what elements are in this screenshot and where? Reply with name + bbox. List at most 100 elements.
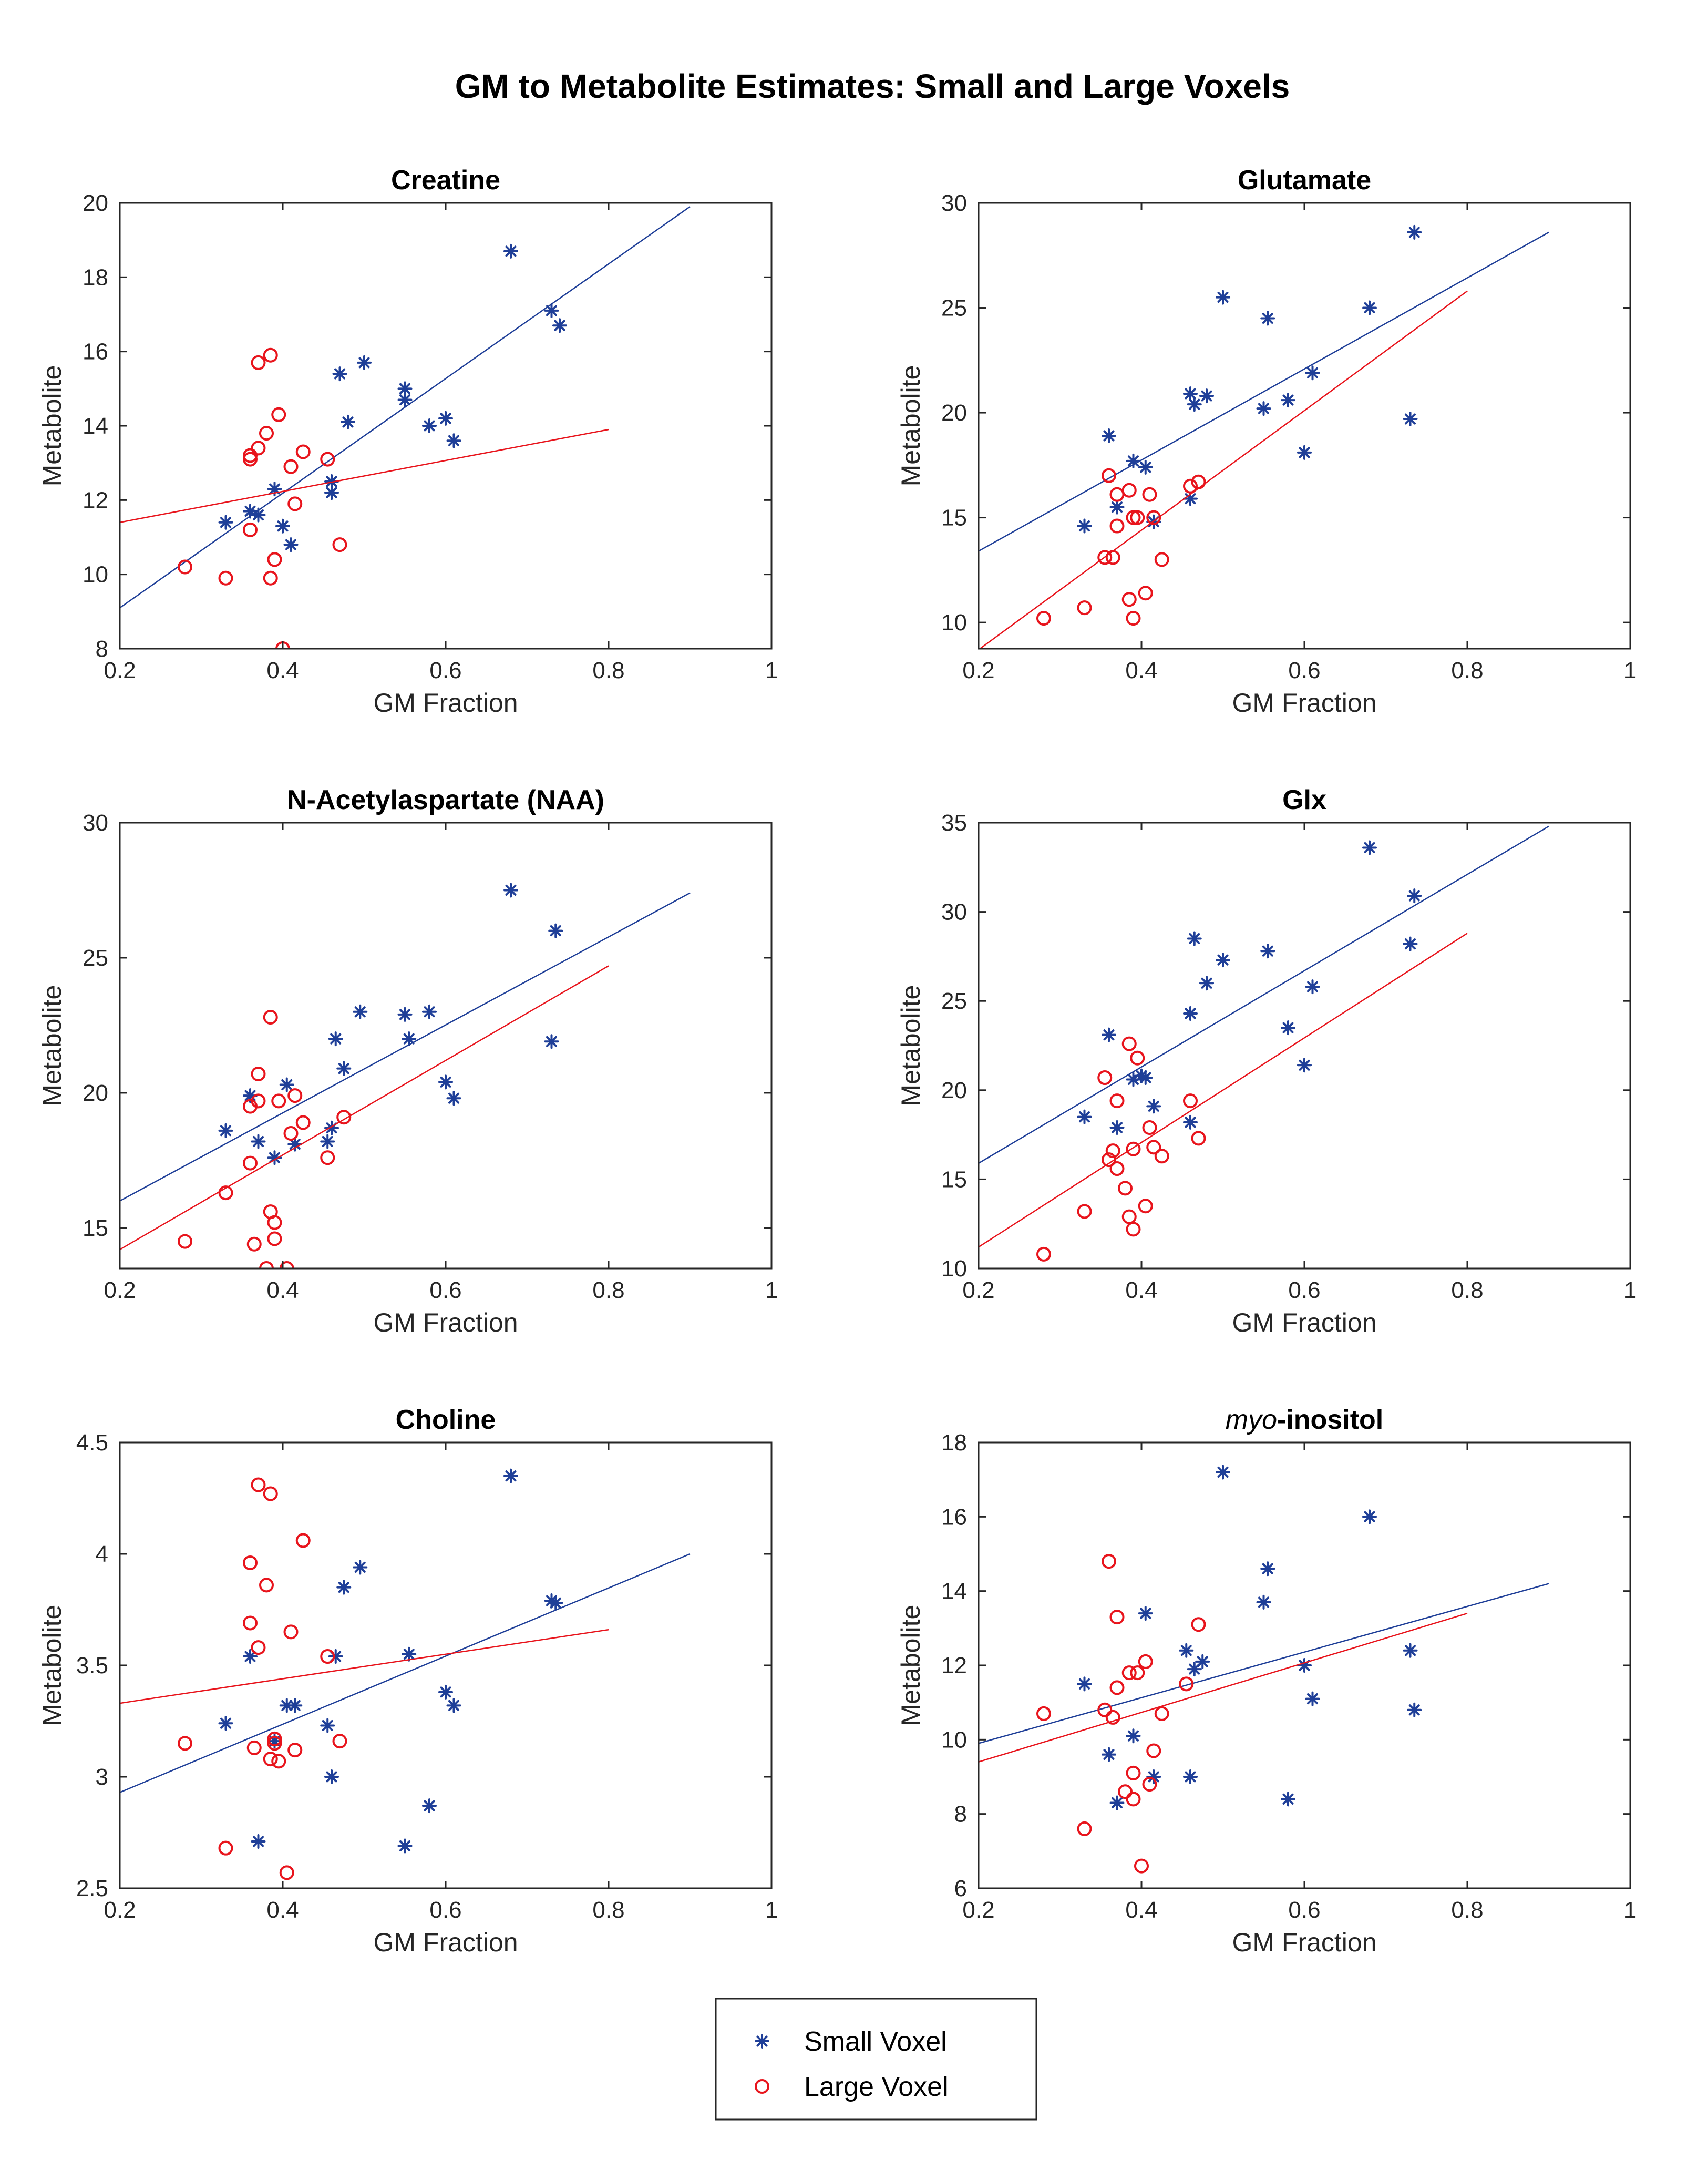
axes-title: Glutamate [1238,165,1371,196]
data-point-small-voxel [1281,1792,1295,1807]
data-point-small-voxel-stroke [546,305,557,316]
data-point-large-voxel [1183,478,1198,494]
data-point-large-voxel [1191,474,1206,489]
data-point-small-voxel [1146,1769,1161,1784]
data-point-large-voxel [1130,1050,1145,1066]
axes-title: Glx [1282,785,1326,815]
data-point-small-voxel-stroke [1262,312,1273,324]
data-point-large-voxel [178,1736,192,1751]
y-tick-label: 3 [96,1764,108,1790]
subplot-2: Glutamate 0.2 0.4 0.6 0.8 1 10 15 20 25 30 GM Fract… [896,165,1637,718]
data-point-large-voxel [1191,1617,1206,1632]
data-point-small-voxel [1362,1509,1377,1524]
data-point-small-voxel-stroke [1103,1749,1115,1760]
data-point-large-voxel [263,347,278,363]
data-point-large-voxel [1142,487,1157,502]
data-point-large-voxel [1121,1665,1137,1681]
x-tick-label: 0.4 [1125,1897,1157,1923]
data-point-small-voxel-stroke [1197,1656,1208,1667]
data-point-small-voxel [1199,976,1214,991]
x-tick-label: 0.6 [429,1897,461,1923]
axes-title-italic: myo [1226,1405,1277,1435]
data-point-large-voxel [279,1261,294,1268]
data-point-small-voxel-stroke [1217,954,1229,966]
x-tick-label: 0.6 [429,658,461,683]
data-point-large-voxel [259,1261,274,1268]
data-point-small-voxel-stroke [1364,1511,1375,1522]
data-point-small-voxel [438,1684,453,1700]
data-point-large-voxel [283,1624,299,1640]
fit-line-small-voxel [120,1553,691,1793]
fit-line-large-voxel [120,1629,609,1704]
data-point-large-voxel [267,552,282,567]
data-point-large-voxel [1138,1654,1153,1669]
data-point-large-voxel [178,559,192,575]
data-point-small-voxel [1077,518,1092,534]
y-tick-label: 15 [83,1215,108,1241]
data-point-large-voxel [1183,1093,1198,1109]
data-point-small-voxel [1187,1662,1202,1677]
y-tick-label: 6 [954,1876,967,1901]
data-point-large-voxel [251,1093,266,1109]
data-point-small-voxel [1407,1702,1422,1717]
y-tick-label: 20 [83,1080,108,1106]
data-point-small-voxel-stroke [1185,493,1196,505]
x-tick-label: 0.2 [104,1897,136,1923]
data-point-large-voxel [1154,1149,1169,1164]
data-point-large-voxel [246,1740,262,1755]
data-point-small-voxel [548,1595,563,1611]
data-point-large-voxel [295,444,311,459]
fit-line-large-voxel [979,933,1468,1248]
data-point-small-voxel-stroke [424,1800,435,1811]
data-point-small-voxel-stroke [554,320,565,331]
data-point-large-voxel [1121,592,1137,607]
data-point-small-voxel-stroke [322,1719,333,1731]
x-tick-label: 0.8 [592,1277,624,1303]
data-point-small-voxel-stroke [354,1006,366,1018]
data-point-small-voxel [1102,1747,1116,1762]
data-point-large-voxel [287,1088,303,1103]
data-point-small-voxel [1407,888,1422,904]
data-point-large-voxel [218,1840,233,1856]
data-point-large-voxel [1154,552,1169,567]
x-tick-label: 0.2 [104,658,136,683]
data-point-small-voxel [397,381,413,396]
data-point-small-voxel [1305,1691,1320,1706]
x-tick-label: 0.6 [1288,1277,1320,1303]
data-point-small-voxel [1146,1099,1161,1114]
data-point-small-voxel-stroke [1136,1070,1147,1082]
data-point-small-voxel [283,537,299,552]
x-tick-label: 0.6 [429,1277,461,1303]
data-point-small-voxel [446,1091,461,1106]
data-point-small-voxel [218,1123,233,1138]
data-point-large-voxel [1154,1706,1169,1721]
data-point-large-voxel [251,1477,266,1492]
x-tick-label: 0.8 [1451,658,1483,683]
data-point-large-voxel [1130,510,1145,525]
data-point-large-voxel [1191,1131,1206,1146]
data-point-small-voxel-stroke [326,1771,337,1783]
y-tick-label: 25 [941,988,967,1014]
x-tick-label: 0.4 [1125,658,1157,683]
data-point-small-voxel [446,433,461,448]
axes-background [979,823,1630,1268]
legend: Small Voxel Large Voxel [715,1998,1037,2121]
data-point-small-voxel-stroke [1128,455,1139,467]
y-tick-label: 8 [96,636,108,662]
data-point-small-voxel [251,507,266,523]
data-point-small-voxel-stroke [1201,390,1212,402]
data-point-small-voxel-stroke [1307,1693,1318,1705]
data-point-large-voxel [1109,518,1125,534]
y-tick-label: 16 [941,1504,967,1530]
data-point-large-voxel [243,1155,258,1171]
data-point-small-voxel-stroke [289,1139,301,1150]
fit-line-large-voxel [979,290,1468,649]
legend-marker-small-voxel-stroke [756,2035,768,2047]
data-point-small-voxel [287,1137,303,1152]
data-point-small-voxel-stroke [1364,302,1375,314]
data-point-small-voxel-stroke [253,509,264,521]
data-point-large-voxel [1130,1665,1145,1681]
data-point-large-voxel [243,1615,258,1631]
data-point-small-voxel-stroke [244,1090,256,1101]
